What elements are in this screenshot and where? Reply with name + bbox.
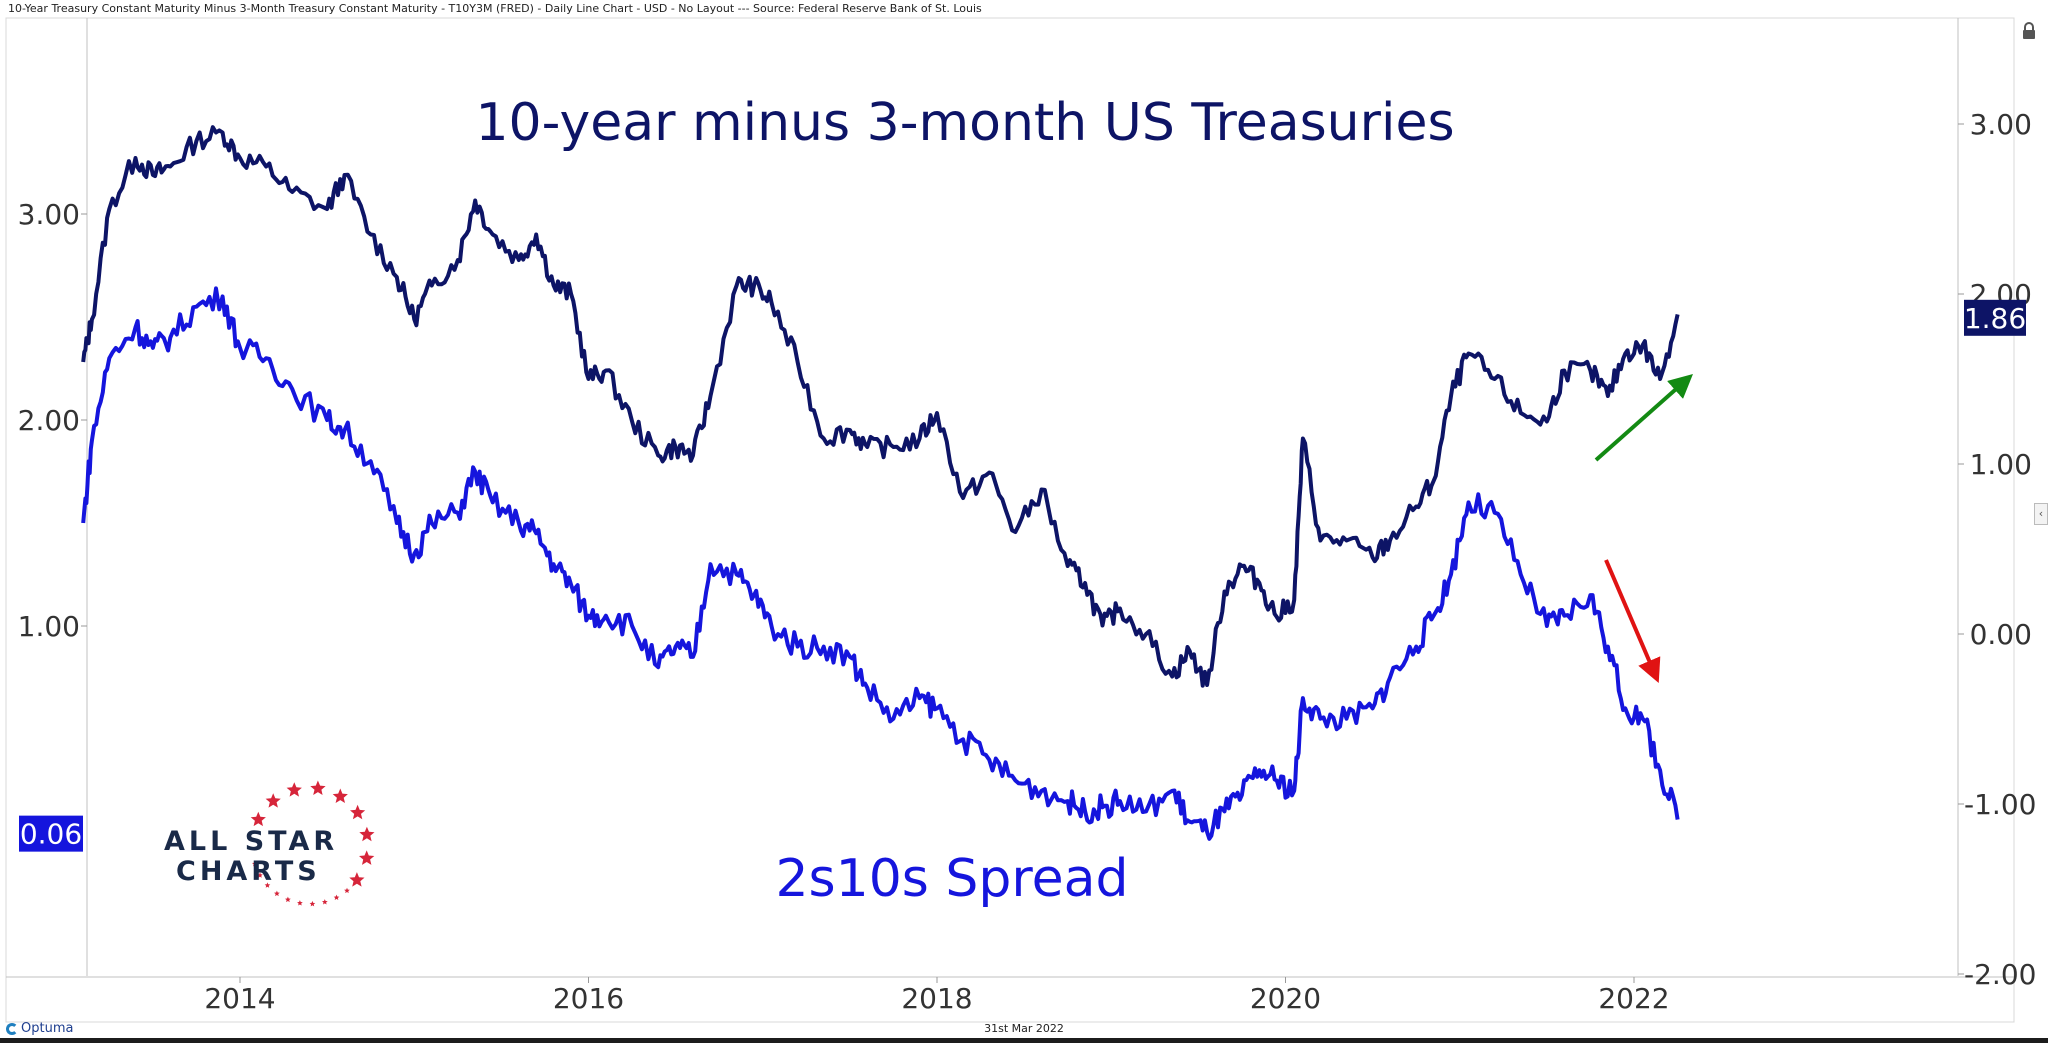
logo-star-small [257, 872, 263, 878]
annotation-10y3m: 10-year minus 3-month US Treasuries [475, 93, 1454, 153]
annotation-2s10s: 2s10s Spread [775, 849, 1128, 909]
left-tick-label: 2.00 [18, 404, 80, 437]
logo-star [265, 793, 281, 808]
panel-collapse-icon[interactable]: ‹ [2034, 503, 2048, 525]
chart-caption: 10-Year Treasury Constant Maturity Minus… [8, 2, 982, 15]
optuma-brand-text: Optuma [21, 1021, 74, 1036]
right-value-badge [1964, 299, 2026, 336]
logo-text-line1: ALL STAR [164, 826, 339, 857]
logo-star [332, 788, 348, 803]
logo-star [359, 850, 375, 865]
x-tick-label: 2022 [1598, 982, 1669, 1015]
left-value-badge [19, 815, 83, 852]
series-line-10y3m [81, 125, 1680, 688]
logo-star [359, 826, 375, 842]
logo-star-small [322, 899, 328, 905]
logo-star-small [252, 860, 258, 867]
right-tick-label: -2.00 [1964, 958, 2036, 991]
logo-star-small [285, 896, 291, 903]
logo-star [349, 872, 365, 887]
logo-star [250, 811, 266, 827]
lock-icon[interactable] [2022, 22, 2036, 40]
right-tick-label: 0.00 [1964, 618, 2032, 651]
logo-star-small [344, 887, 350, 894]
all-star-charts-logo: ALL STAR CHARTS [158, 780, 398, 920]
logo-star-small [297, 900, 303, 906]
optuma-brand: Optuma [6, 1021, 73, 1036]
right-tick-label: 1.00 [1964, 448, 2032, 481]
x-tick-label: 2018 [901, 982, 972, 1015]
footer-date: 31st Mar 2022 [984, 1022, 1064, 1035]
x-tick-label: 2016 [553, 982, 624, 1015]
logo-star [350, 804, 366, 820]
left-value-badge-text: 0.06 [20, 818, 82, 851]
right-tick-label: -1.00 [1964, 788, 2036, 821]
red-down-arrow [1604, 559, 1661, 684]
logo-star [286, 782, 302, 797]
series-line-2s10s [81, 286, 1680, 841]
left-tick-label: 1.00 [18, 610, 80, 643]
logo-star-small [333, 894, 340, 900]
x-tick-label: 2014 [204, 982, 275, 1015]
right-value-badge-text: 1.86 [1964, 302, 2026, 335]
green-up-arrow [1594, 374, 1693, 462]
left-tick-label: 3.00 [18, 198, 80, 231]
right-tick-label: 3.00 [1964, 108, 2032, 141]
logo-star-small [274, 890, 280, 897]
logo-star-small [309, 900, 316, 907]
logo-star-small [264, 882, 271, 888]
logo-text-line2: CHARTS [176, 856, 321, 887]
logo-star-ring [250, 780, 375, 907]
optuma-logo-icon [6, 1022, 18, 1035]
bottom-bar [0, 1038, 2048, 1043]
x-tick-label: 2020 [1250, 982, 1321, 1015]
logo-star [310, 780, 326, 795]
